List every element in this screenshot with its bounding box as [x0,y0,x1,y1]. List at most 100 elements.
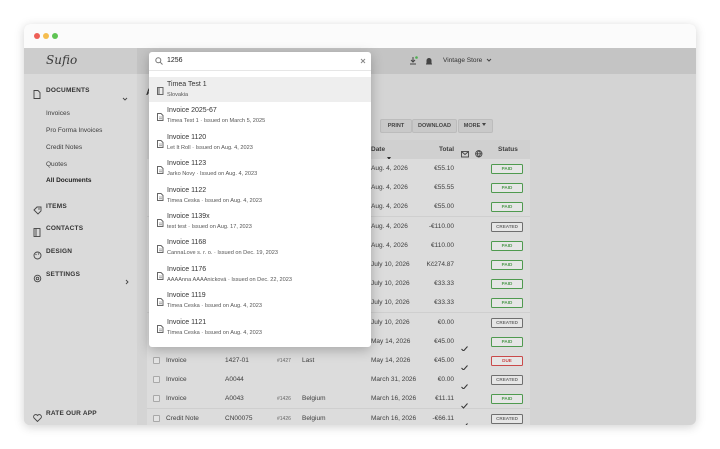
result-title: Invoice 1121 [167,318,207,326]
row-total: €55.55 [434,184,454,192]
column-date[interactable]: Date [371,146,386,153]
store-chevron[interactable] [486,58,492,63]
search-result[interactable] [149,77,371,102]
toolbar-button[interactable]: DOWNLOAD [412,119,457,133]
result-icon-svg [157,166,164,175]
status-badge: PAID [491,336,523,347]
documents-icon[interactable] [33,86,41,104]
row-total: €45.00 [434,337,454,345]
toolbar-button[interactable]: MORE [458,119,493,133]
row-date: Aug. 4, 2026 [371,165,408,172]
status-badge: PAID [491,279,523,290]
row-customer: Belgium [302,414,326,422]
row-sent-check-svg [465,422,468,425]
row-order: #1426 [277,415,291,422]
result-subtitle: test test · Issued on Aug. 17, 2023 [167,224,252,230]
button-label: DOWNLOAD [418,123,451,129]
row-checkbox[interactable] [153,395,160,403]
table-row[interactable] [147,389,530,410]
rate-icon[interactable] [33,409,42,425]
button-label: PRINT [387,123,405,129]
sidebar-icon[interactable] [33,270,42,288]
row-date: Aug. 4, 2026 [371,222,408,230]
result-subtitle: Timea Ceska · Issued on Aug. 4, 2023 [167,303,262,310]
result-subtitle: CannaLove s. r. o. · Issued on Dec. 19, … [167,250,279,257]
status-badge: PAID [491,164,523,174]
result-icon [157,267,164,285]
table-row[interactable] [147,351,530,371]
row-date: July 10, 2026 [371,318,410,326]
result-icon [157,293,164,311]
sidebar-icon[interactable] [33,247,42,265]
logo[interactable]: Sufio [46,53,78,67]
search-modal: 1256 Timea Test 1 Slovakia Invoice 2025-67… [149,52,371,347]
sidebar-link[interactable]: CONTACTS [46,225,84,232]
date-sort-caret[interactable] [387,148,392,166]
result-icon [157,82,164,100]
column-language-icon [475,145,483,163]
result-icon [157,135,164,153]
column-sent-icon [461,145,469,163]
row-checkbox[interactable] [153,414,160,422]
table-row[interactable] [147,370,530,391]
close-button[interactable] [34,33,40,39]
sidebar-sublink[interactable]: Quotes [46,161,67,168]
row-order: #1427 [277,358,291,364]
sidebar-link[interactable]: SETTINGS [46,271,81,278]
row-total: €55.00 [434,203,454,211]
row-total: -€66.11 [432,414,454,422]
search-input[interactable]: 1256 [167,57,183,64]
header-icons[interactable] [409,56,439,66]
row-customer: Last [302,357,315,364]
row-date: Aug. 4, 2026 [371,203,408,211]
toolbar-button[interactable]: PRINT [380,119,412,133]
row-date: Aug. 4, 2026 [371,241,408,249]
sidebar-icon[interactable] [33,202,42,220]
row-total: €0.00 [437,376,454,384]
column-sent-icon-svg [461,151,469,158]
clear-button[interactable] [360,58,366,64]
row-checkbox[interactable] [153,357,160,364]
documents-chevron[interactable] [122,89,128,107]
logo-bar: Sufio [24,48,137,74]
documents-link[interactable]: DOCUMENTS [46,87,90,94]
result-icon-svg [157,87,164,95]
store-name[interactable]: Vintage Store [443,57,483,64]
sidebar-icon-svg [33,228,41,237]
row-total: €11.11 [435,395,454,403]
row-total: Kč274.87 [426,261,454,268]
result-title: Invoice 1119 [167,292,206,300]
result-title: Invoice 1139x [167,213,210,220]
result-icon-svg [157,139,164,148]
sidebar-sublink[interactable]: All Documents [46,177,92,184]
result-icon [157,108,164,126]
sidebar-sublink[interactable]: Credit Notes [46,144,83,151]
minimize-button[interactable] [43,33,49,39]
result-icon-svg [157,245,164,254]
result-title: Timea Test 1 [167,81,207,88]
table-row[interactable] [147,408,530,425]
row-date: July 10, 2026 [371,280,410,288]
result-icon-svg [157,113,164,122]
zoom-button[interactable] [52,33,58,39]
rate-link[interactable]: RATE OUR APP [46,410,97,417]
result-subtitle: Jarko Novy · Issued on Aug. 4, 2023 [167,171,258,178]
result-subtitle: Timea Test 1 · Issued on March 5, 2025 [167,118,266,125]
sidebar-sublink[interactable]: Pro Forma Invoices [46,127,103,134]
sidebar-sublink[interactable]: Invoices [46,110,70,117]
column-status[interactable]: Status [498,146,518,153]
row-sent-check [461,396,468,414]
sidebar-link[interactable]: DESIGN [46,248,73,255]
row-total: €0.00 [437,318,454,326]
sidebar-icon[interactable] [33,224,42,242]
column-total[interactable]: Total [438,146,454,153]
result-icon [157,240,164,258]
row-sent-check-svg [461,345,468,352]
row-sent-check [461,339,468,357]
sidebar-link[interactable]: ITEMS [46,203,67,210]
settings-chevron[interactable] [125,272,130,290]
row-checkbox[interactable] [153,376,160,384]
row-total: €45.00 [434,357,454,364]
status-badge: DUE [491,356,523,366]
row-total: €33.33 [434,299,454,307]
